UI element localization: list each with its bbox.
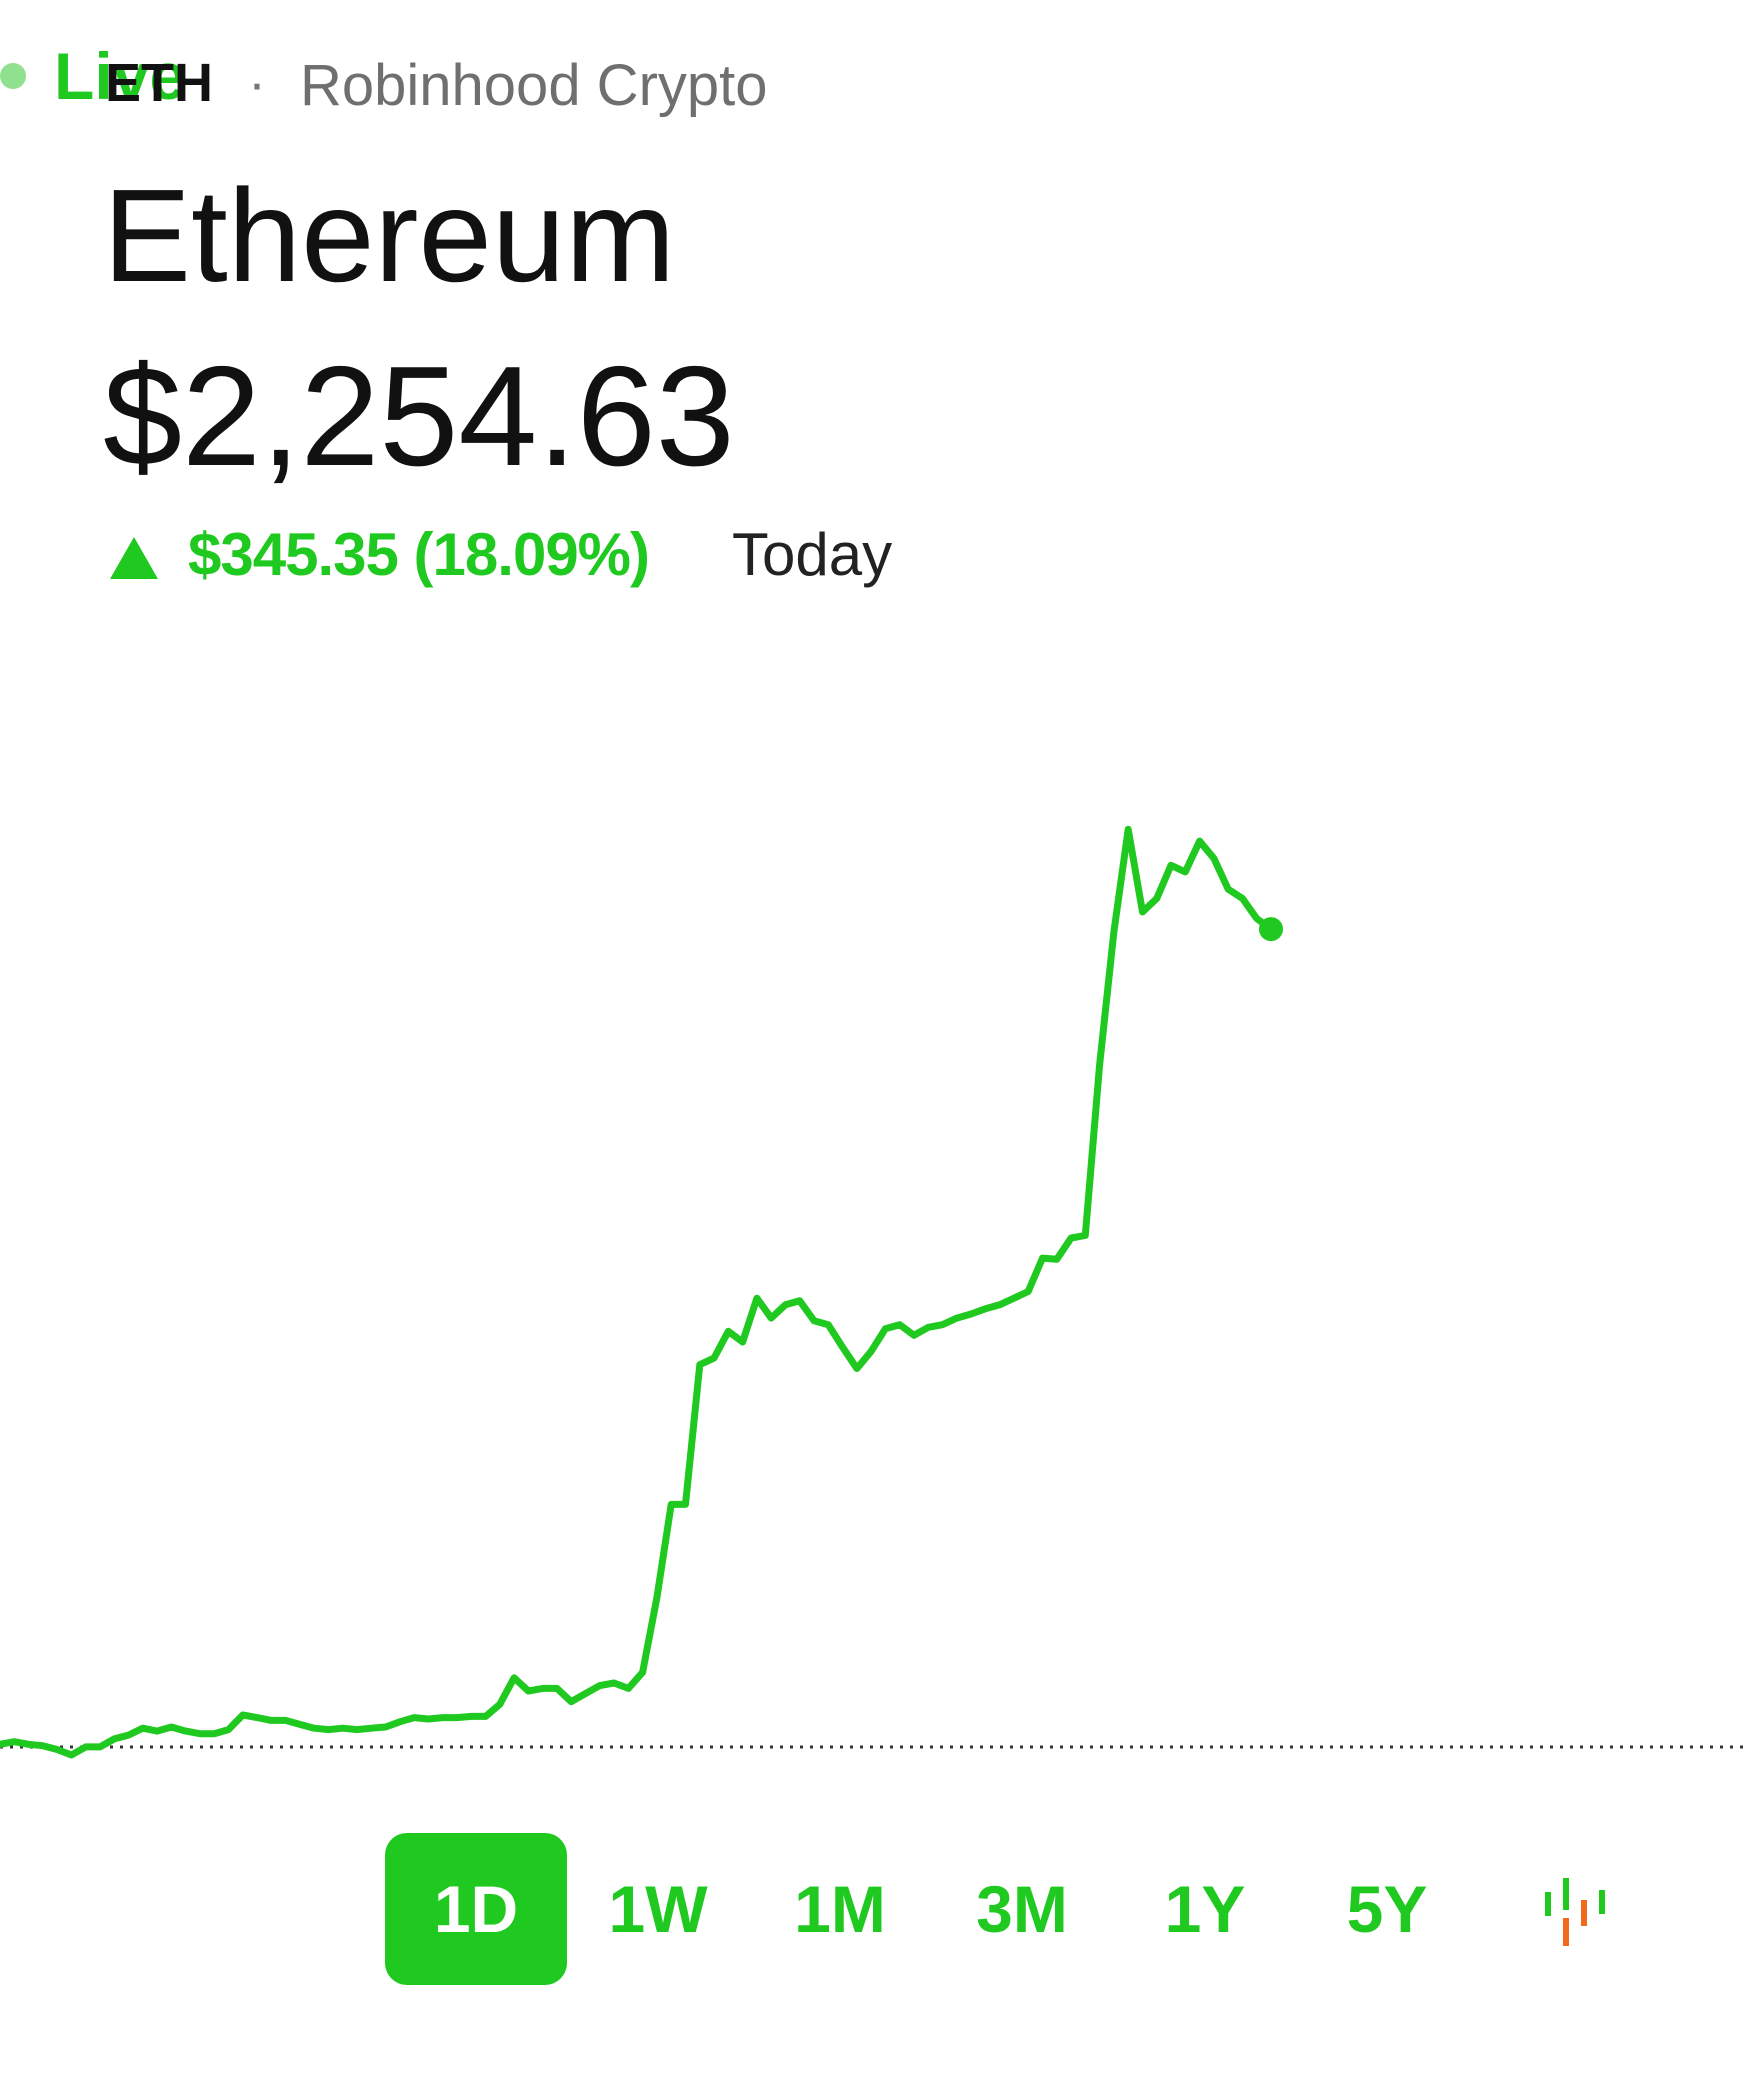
ticker: ETH [105, 53, 213, 113]
chart-style-button[interactable] [1540, 1870, 1620, 1950]
change-amount: $345.35 (18.09%) [188, 521, 650, 588]
range-button[interactable]: 1W [608, 1872, 708, 1946]
range-button[interactable]: 5Y [1346, 1872, 1428, 1946]
live-dot [0, 63, 26, 89]
range-button[interactable]: 1D [385, 1833, 567, 1985]
change-period: Today [732, 521, 893, 588]
chart [0, 825, 1744, 1759]
range-button[interactable]: 1Y [1164, 1872, 1246, 1946]
live-button[interactable]: Live [0, 0, 1744, 152]
source: Robinhood Crypto [300, 53, 768, 118]
up-arrow [110, 537, 158, 579]
asset-name: Ethereum [103, 162, 676, 309]
price: $2,254.63 [103, 337, 735, 496]
live-label: Live [54, 39, 187, 113]
price-line [0, 825, 1275, 1759]
range-button[interactable]: 1M [794, 1872, 886, 1946]
current-point [1259, 917, 1283, 942]
range-button[interactable]: 3M [976, 1872, 1068, 1946]
separator: · [248, 53, 266, 113]
